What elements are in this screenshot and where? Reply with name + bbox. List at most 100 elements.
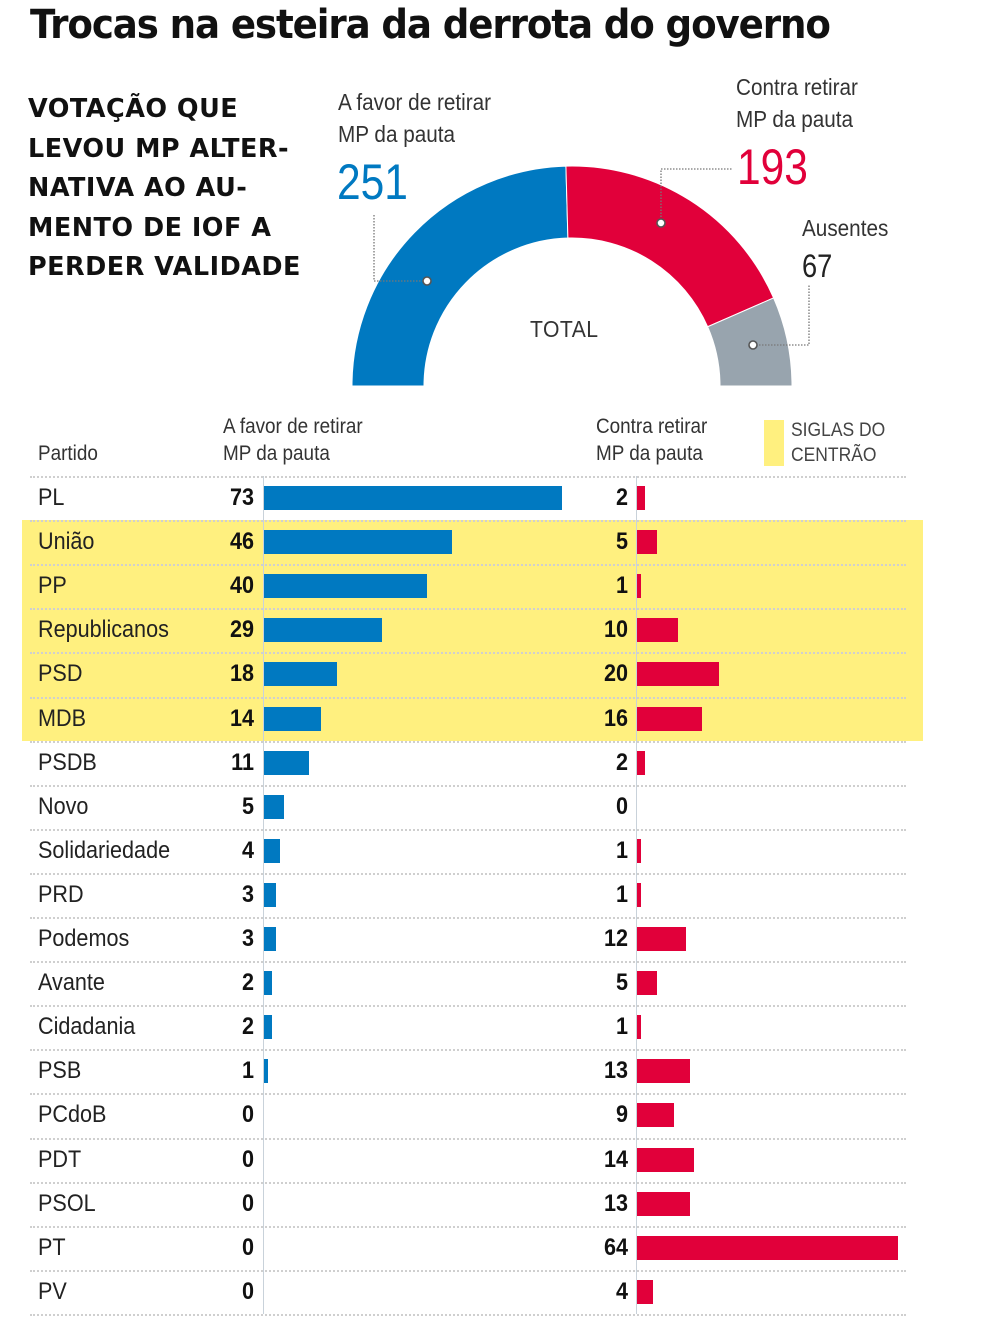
favor-bar (264, 750, 309, 775)
contra-value-label: 64 (603, 1233, 628, 1261)
party-name: PL (38, 484, 65, 511)
favor-value-label: 14 (229, 704, 254, 732)
favor-value-label: 3 (241, 925, 254, 952)
party-name: Cidadania (38, 1013, 136, 1041)
party-name: Novo (38, 792, 89, 820)
favor-value-label: 2 (241, 969, 254, 997)
party-row: PSB 1 13 (0, 1049, 984, 1093)
party-name: PCdoB (38, 1101, 107, 1129)
contra-value-label: 13 (603, 1189, 628, 1217)
party-row: PL 73 2 (0, 476, 984, 520)
row-divider (30, 652, 906, 655)
gauge-favor-label-line2: MP da pauta (338, 121, 456, 147)
row-divider (30, 564, 906, 567)
favor-axis-line (263, 476, 264, 1314)
contra-value-label: 5 (615, 969, 628, 997)
favor-value-label: 0 (241, 1233, 254, 1261)
party-name: PRD (38, 880, 84, 908)
favor-value-label: 18 (229, 660, 254, 688)
favor-value-label: 11 (231, 748, 254, 776)
favor-value-label: 5 (241, 792, 254, 820)
contra-bar (637, 530, 658, 555)
contra-value-label: 13 (603, 1057, 628, 1085)
favor-bar (264, 1059, 269, 1084)
party-name: PT (38, 1233, 66, 1261)
party-name: MDB (38, 704, 87, 732)
gauge-segment-favor (351, 165, 569, 387)
party-row: PDT 0 14 (0, 1138, 984, 1182)
row-divider (30, 1269, 906, 1272)
row-divider (30, 1005, 906, 1008)
gauge-contra-value: 193 (737, 139, 808, 195)
favor-bar (264, 1015, 273, 1040)
party-name: PSB (38, 1057, 82, 1085)
ausentes-leader-line (753, 285, 810, 346)
party-name: Avante (38, 969, 105, 997)
favor-bar (264, 574, 428, 599)
contra-bar (637, 971, 658, 996)
party-name: PSDB (38, 748, 97, 776)
party-row: PCdoB 0 9 (0, 1093, 984, 1137)
favor-bar (264, 486, 562, 510)
contra-value-label: 16 (603, 704, 628, 732)
contra-leader-marker (656, 218, 666, 228)
row-divider (30, 1093, 906, 1096)
contra-value-label: 5 (615, 528, 628, 556)
total-gauge-chart (351, 165, 810, 387)
row-divider (30, 872, 906, 875)
column-header-contra-line1: Contra retirar (596, 415, 708, 438)
contra-value-label: 1 (615, 880, 628, 908)
contra-bar (637, 1191, 691, 1216)
contra-value-label: 20 (603, 660, 628, 688)
contra-value-label: 0 (615, 792, 628, 820)
favor-bar (264, 530, 452, 555)
row-divider (30, 696, 906, 699)
contra-bar (637, 1015, 642, 1040)
contra-bar (637, 1235, 899, 1260)
row-divider (30, 828, 906, 831)
contra-bar (637, 574, 642, 599)
gauge-favor-value: 251 (337, 154, 408, 210)
favor-value-label: 73 (229, 484, 254, 511)
row-divider (30, 961, 906, 964)
favor-bar (264, 838, 281, 863)
column-header-favor-line1: A favor de retirar (223, 415, 363, 438)
row-divider (30, 740, 906, 743)
subtitle-line: VOTAÇÃO QUE (28, 94, 239, 124)
contra-bar (637, 882, 642, 907)
subtitle-line: NATIVA AO AU- (28, 173, 248, 203)
subtitle-line: LEVOU MP ALTER- (28, 133, 290, 164)
contra-bar (637, 618, 678, 643)
party-row: MDB 14 16 (0, 697, 984, 741)
contra-leader-line (660, 168, 732, 223)
party-row: PSOL 0 13 (0, 1182, 984, 1226)
favor-bar (264, 882, 277, 907)
contra-bar (637, 662, 719, 687)
party-name: PV (38, 1277, 67, 1305)
gauge-ausentes-label: Ausentes (802, 215, 889, 241)
row-divider (30, 784, 906, 787)
favor-bar (264, 706, 322, 731)
contra-value-label: 1 (615, 572, 628, 600)
favor-value-label: 4 (241, 836, 254, 864)
party-row: Podemos 3 12 (0, 917, 984, 961)
party-name: PP (38, 572, 67, 600)
gauge-center-label: TOTAL (530, 316, 599, 342)
subtitle-line: PERDER VALIDADE (28, 252, 301, 282)
centrao-highlight-band (22, 520, 923, 741)
contra-value-label: 2 (615, 748, 628, 776)
party-row: PRD 3 1 (0, 873, 984, 917)
contra-bar (637, 927, 686, 951)
subtitle-line: MENTO DE IOF A (28, 212, 272, 243)
favor-bar (264, 927, 277, 951)
party-name: Republicanos (38, 616, 169, 644)
party-name: Solidariedade (38, 836, 171, 864)
page-title: Trocas na esteira da derrota do governo (30, 2, 831, 48)
party-row: Cidadania 2 1 (0, 1005, 984, 1049)
contra-bar (637, 750, 646, 775)
contra-value-label: 9 (615, 1101, 628, 1129)
ausentes-leader-marker (748, 340, 758, 350)
contra-value-label: 1 (615, 836, 628, 864)
contra-value-label: 4 (615, 1277, 628, 1305)
favor-value-label: 46 (229, 528, 254, 556)
